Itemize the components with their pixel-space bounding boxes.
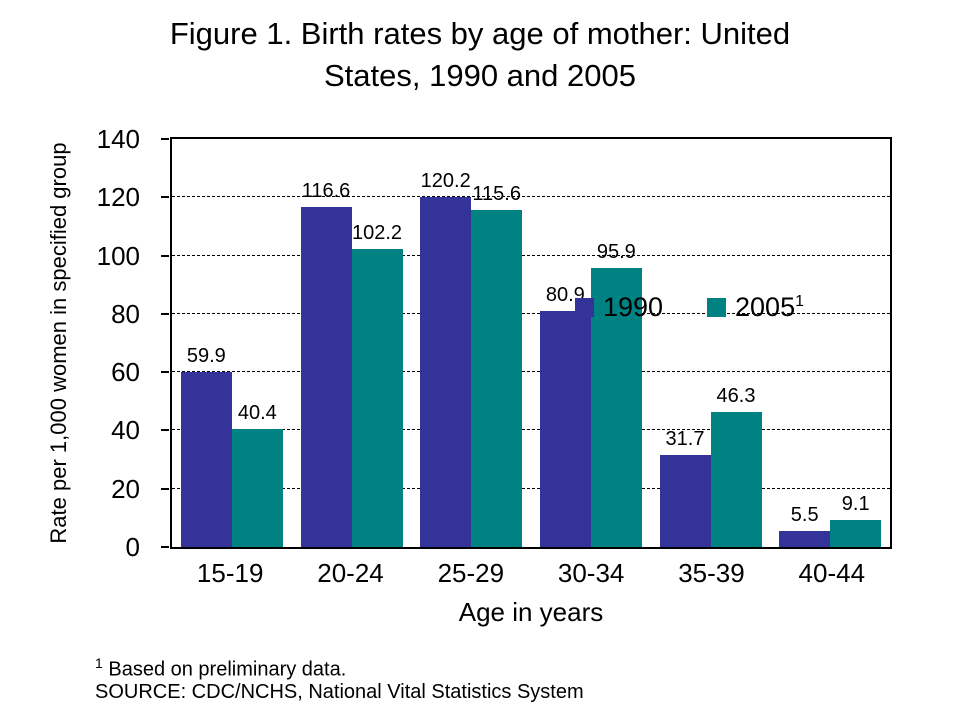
x-tick-label-15-19: 15-19 xyxy=(196,558,264,588)
bar-2005-40-44: 9.1 xyxy=(830,493,882,547)
bar-2005-35-39: 46.3 xyxy=(710,385,762,547)
y-tick-label-100: 100 xyxy=(96,240,140,271)
footnote-source: SOURCE: CDC/NCHS, National Vital Statist… xyxy=(95,681,584,703)
legend-swatch-1990 xyxy=(574,298,594,317)
y-tick-label-80: 80 xyxy=(111,298,140,329)
chart-title-line2: States, 1990 and 2005 xyxy=(324,58,636,93)
x-tick-label-40-44: 40-44 xyxy=(798,558,866,588)
bar-value-1990-25-29: 120.2 xyxy=(420,169,471,192)
footnote-preliminary: 1 Based on preliminary data. xyxy=(95,655,346,682)
y-tick-label-120: 120 xyxy=(96,182,140,213)
bar-2005-15-19: 40.4 xyxy=(231,402,283,547)
bar-1990-20-24: 116.6 xyxy=(300,180,352,547)
gridline-80 xyxy=(172,312,890,314)
bar-1990-35-39: 31.7 xyxy=(659,428,711,547)
chart-title: Figure 1. Birth rates by age of mother: … xyxy=(0,13,960,97)
footnote-text: Based on preliminary data. xyxy=(102,658,347,681)
bar-2005-30-34: 95.9 xyxy=(590,241,642,547)
y-tick-mark-20 xyxy=(161,487,169,490)
bar-2005-20-24: 102.2 xyxy=(351,222,403,547)
bar-1990-15-19: 59.9 xyxy=(180,345,232,547)
bar-value-1990-15-19: 59.9 xyxy=(186,345,226,368)
bar-group-40-44: 5.5 9.1 xyxy=(770,139,890,547)
x-tick-label-25-29: 25-29 xyxy=(437,558,505,588)
y-tick-mark-60 xyxy=(161,371,169,374)
legend-item-1990: 1990 xyxy=(574,292,664,323)
bar-value-1990-35-39: 31.7 xyxy=(665,427,705,450)
bar-value-1990-40-44: 5.5 xyxy=(790,503,819,526)
gridline-40 xyxy=(172,429,890,431)
y-tick-mark-40 xyxy=(161,429,169,432)
bar-value-2005-30-34: 95.9 xyxy=(596,240,636,263)
bar-group-25-29: 120.2 115.6 xyxy=(411,139,531,547)
y-tick-mark-0 xyxy=(161,546,169,548)
y-tick-mark-80 xyxy=(161,312,169,315)
bar-group-30-34: 80.9 95.9 xyxy=(531,139,651,547)
y-tick-label-40: 40 xyxy=(111,415,140,446)
bar-value-2005-15-19: 40.4 xyxy=(237,402,277,425)
bar-value-1990-20-24: 116.6 xyxy=(301,180,351,203)
legend-item-2005: 20051 xyxy=(707,292,804,323)
y-tick-label-0: 0 xyxy=(125,532,140,562)
gridline-60 xyxy=(172,371,890,373)
y-tick-label-20: 20 xyxy=(111,473,140,504)
bar-group-15-19: 59.9 40.4 xyxy=(172,139,292,547)
y-tick-label-60: 60 xyxy=(111,357,140,388)
legend-label-2005: 20051 xyxy=(735,292,804,322)
x-tick-label-35-39: 35-39 xyxy=(678,558,745,588)
y-tick-mark-140 xyxy=(161,138,169,140)
y-tick-mark-100 xyxy=(161,254,169,257)
bar-group-35-39: 31.7 46.3 xyxy=(651,139,771,547)
gridline-120 xyxy=(172,196,890,198)
bar-value-2005-25-29: 115.6 xyxy=(472,183,521,206)
legend-label-1990: 1990 xyxy=(602,292,664,322)
x-axis-title: Age in years xyxy=(458,597,604,627)
bar-2005-25-29: 115.6 xyxy=(471,183,523,547)
y-axis-tick-labels: 0 20 40 60 80 100 120 140 xyxy=(0,126,150,560)
legend-superscript-2005: 1 xyxy=(795,293,804,310)
bar-group-20-24: 116.6 102.2 xyxy=(292,139,412,547)
chart-title-line1: Figure 1. Birth rates by age of mother: … xyxy=(169,16,791,51)
footnote-marker: 1 xyxy=(95,655,103,671)
y-tick-mark-120 xyxy=(161,196,169,199)
bar-1990-25-29: 120.2 xyxy=(420,170,472,547)
gridline-20 xyxy=(172,487,890,489)
bar-1990-40-44: 5.5 xyxy=(779,504,831,547)
x-tick-label-30-34: 30-34 xyxy=(557,558,625,588)
bar-value-2005-20-24: 102.2 xyxy=(351,222,403,245)
y-tick-label-140: 140 xyxy=(96,124,140,154)
bar-1990-30-34: 80.9 xyxy=(539,284,591,547)
legend-swatch-2005 xyxy=(707,298,727,317)
bar-value-2005-40-44: 9.1 xyxy=(841,493,870,516)
legend: 1990 20051 xyxy=(574,292,804,323)
bar-value-2005-35-39: 46.3 xyxy=(716,385,756,408)
x-tick-label-20-24: 20-24 xyxy=(317,558,384,588)
gridline-100 xyxy=(172,254,890,256)
bar-groups: 59.9 40.4 116.6 102.2 120.2 115.6 80.9 95.9 31.7… xyxy=(172,139,890,547)
plot-area: 59.9 40.4 116.6 102.2 120.2 115.6 80.9 95.9 31.7… xyxy=(170,137,892,549)
x-axis-tick-labels: 15-19 20-24 25-29 30-34 35-39 40-44 xyxy=(170,558,892,589)
